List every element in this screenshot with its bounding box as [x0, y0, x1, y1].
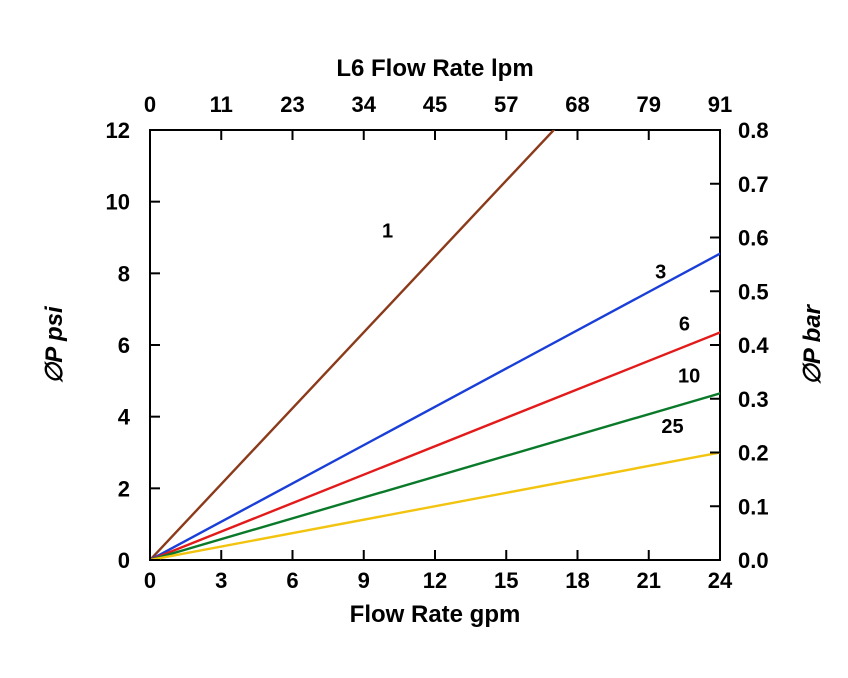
x-bottom-tick-label: 21 — [637, 568, 661, 593]
x-bottom-tick-label: 9 — [358, 568, 370, 593]
x-top-tick-label: 68 — [565, 92, 589, 117]
y-right-tick-label: 0.8 — [738, 118, 769, 143]
y-right-tick-label: 0.5 — [738, 279, 769, 304]
y-left-tick-label: 4 — [118, 405, 131, 430]
series-label: 10 — [678, 366, 700, 388]
x-top-tick-label: 79 — [637, 92, 661, 117]
y-right-tick-label: 0.7 — [738, 172, 769, 197]
x-top-tick-label: 0 — [144, 92, 156, 117]
y-right-tick-label: 0.6 — [738, 226, 769, 251]
y-left-tick-label: 2 — [118, 476, 130, 501]
x-top-tick-label: 23 — [280, 92, 304, 117]
x-top-tick-label: 57 — [494, 92, 518, 117]
x-top-tick-label: 91 — [708, 92, 732, 117]
x-top-axis-title: L6 Flow Rate lpm — [336, 55, 533, 82]
series-label: 1 — [382, 221, 393, 243]
y-right-axis-title: ∅P bar — [799, 303, 826, 385]
x-bottom-tick-label: 15 — [494, 568, 518, 593]
x-bottom-tick-label: 12 — [423, 568, 447, 593]
x-bottom-tick-label: 6 — [286, 568, 298, 593]
x-bottom-tick-label: 24 — [708, 568, 733, 593]
y-right-tick-label: 0.4 — [738, 333, 769, 358]
x-bottom-axis-title: Flow Rate gpm — [350, 601, 521, 628]
y-left-axis-title: ∅P psi — [41, 305, 68, 384]
y-left-tick-label: 10 — [106, 190, 130, 215]
y-left-tick-label: 0 — [118, 548, 130, 573]
series-label: 6 — [679, 314, 690, 336]
y-right-tick-label: 0.3 — [738, 387, 769, 412]
y-left-tick-label: 8 — [118, 261, 130, 286]
flow-rate-chart: 136102503691215182124Flow Rate gpm011233… — [0, 0, 848, 678]
y-right-tick-label: 0.1 — [738, 494, 769, 519]
x-top-tick-label: 11 — [210, 92, 233, 117]
x-bottom-tick-label: 0 — [144, 568, 156, 593]
y-left-tick-label: 12 — [106, 118, 130, 143]
y-right-tick-label: 0.0 — [738, 548, 769, 573]
y-right-tick-label: 0.2 — [738, 441, 769, 466]
series-label: 25 — [661, 416, 683, 438]
series-label: 3 — [655, 262, 666, 284]
x-top-tick-label: 34 — [352, 92, 377, 117]
x-top-tick-label: 45 — [423, 92, 447, 117]
y-left-tick-label: 6 — [118, 333, 130, 358]
x-bottom-tick-label: 18 — [565, 568, 589, 593]
x-bottom-tick-label: 3 — [215, 568, 227, 593]
